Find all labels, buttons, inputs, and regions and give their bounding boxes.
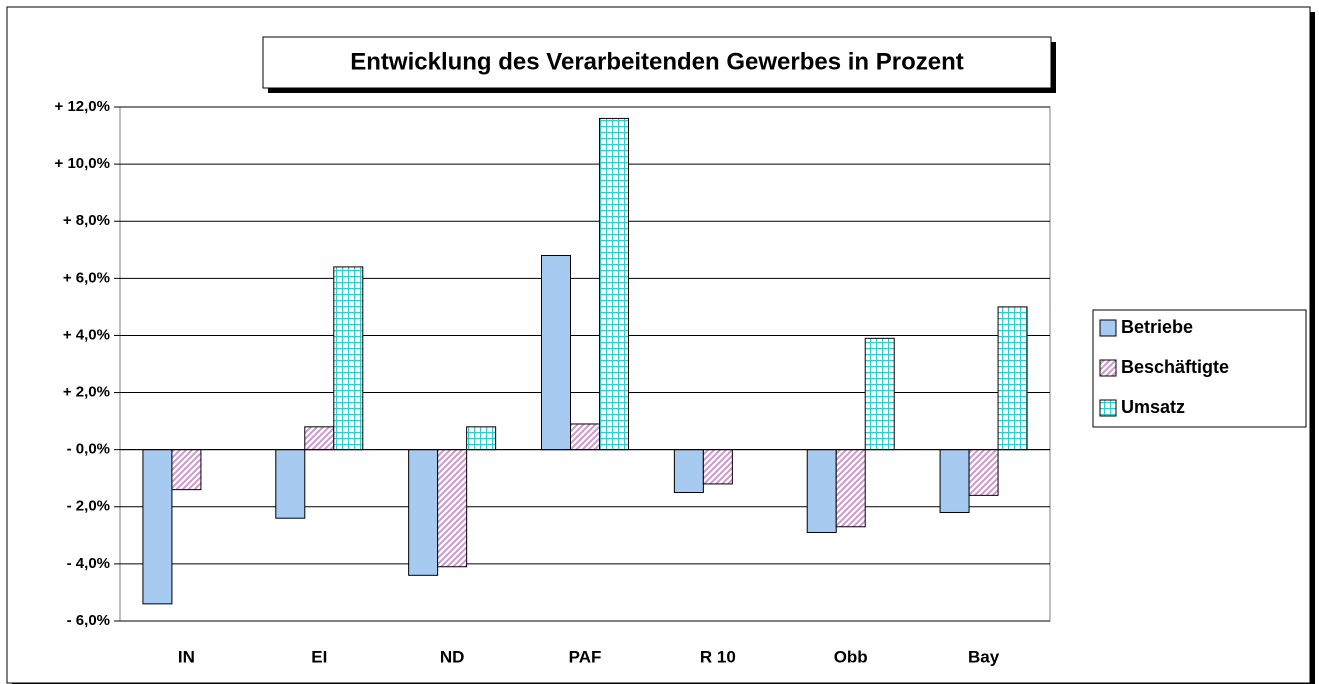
bar <box>142 449 173 605</box>
y-tick-label: - 6,0% <box>67 612 110 629</box>
bar <box>541 254 571 451</box>
x-tick-label: IN <box>178 647 195 666</box>
bar <box>806 449 837 533</box>
title-box <box>262 36 1052 89</box>
y-tick-label: - 0,0% <box>67 441 110 458</box>
legend-label: Beschäftigte <box>1121 357 1229 377</box>
plot-area <box>119 106 1051 622</box>
legend-swatch <box>1099 399 1117 417</box>
bar <box>275 449 306 519</box>
legend-swatch <box>1099 359 1117 377</box>
bar <box>968 449 999 496</box>
y-tick-label: + 6,0% <box>63 269 110 286</box>
bar <box>673 449 704 493</box>
y-tick-label: + 12,0% <box>55 98 110 115</box>
legend-label: Umsatz <box>1121 397 1185 417</box>
x-tick-label: Bay <box>968 647 1000 666</box>
bar <box>437 449 468 568</box>
x-tick-label: ND <box>440 647 465 666</box>
bar <box>570 423 600 451</box>
bar <box>702 449 733 485</box>
bar <box>835 449 866 528</box>
legend-swatch <box>1099 319 1117 337</box>
y-tick-label: + 4,0% <box>63 326 110 343</box>
y-tick-label: + 8,0% <box>63 212 110 229</box>
y-tick-label: - 2,0% <box>67 498 110 515</box>
bar <box>864 337 895 451</box>
bar <box>171 449 202 491</box>
bar <box>333 266 364 451</box>
bar <box>599 117 629 451</box>
x-tick-label: EI <box>311 647 327 666</box>
bar <box>939 449 970 513</box>
y-tick-label: + 10,0% <box>55 155 110 172</box>
bar <box>466 426 497 451</box>
bar <box>304 426 335 451</box>
bar <box>997 306 1028 451</box>
legend-label: Betriebe <box>1121 317 1193 337</box>
legend-box <box>1092 309 1307 428</box>
x-tick-label: Obb <box>834 647 868 666</box>
x-tick-label: R 10 <box>700 647 736 666</box>
x-tick-label: PAF <box>569 647 602 666</box>
bar <box>408 449 439 576</box>
y-tick-label: - 4,0% <box>67 555 110 572</box>
chart-title: Entwicklung des Verarbeitenden Gewerbes … <box>350 48 964 75</box>
y-tick-label: + 2,0% <box>63 384 110 401</box>
